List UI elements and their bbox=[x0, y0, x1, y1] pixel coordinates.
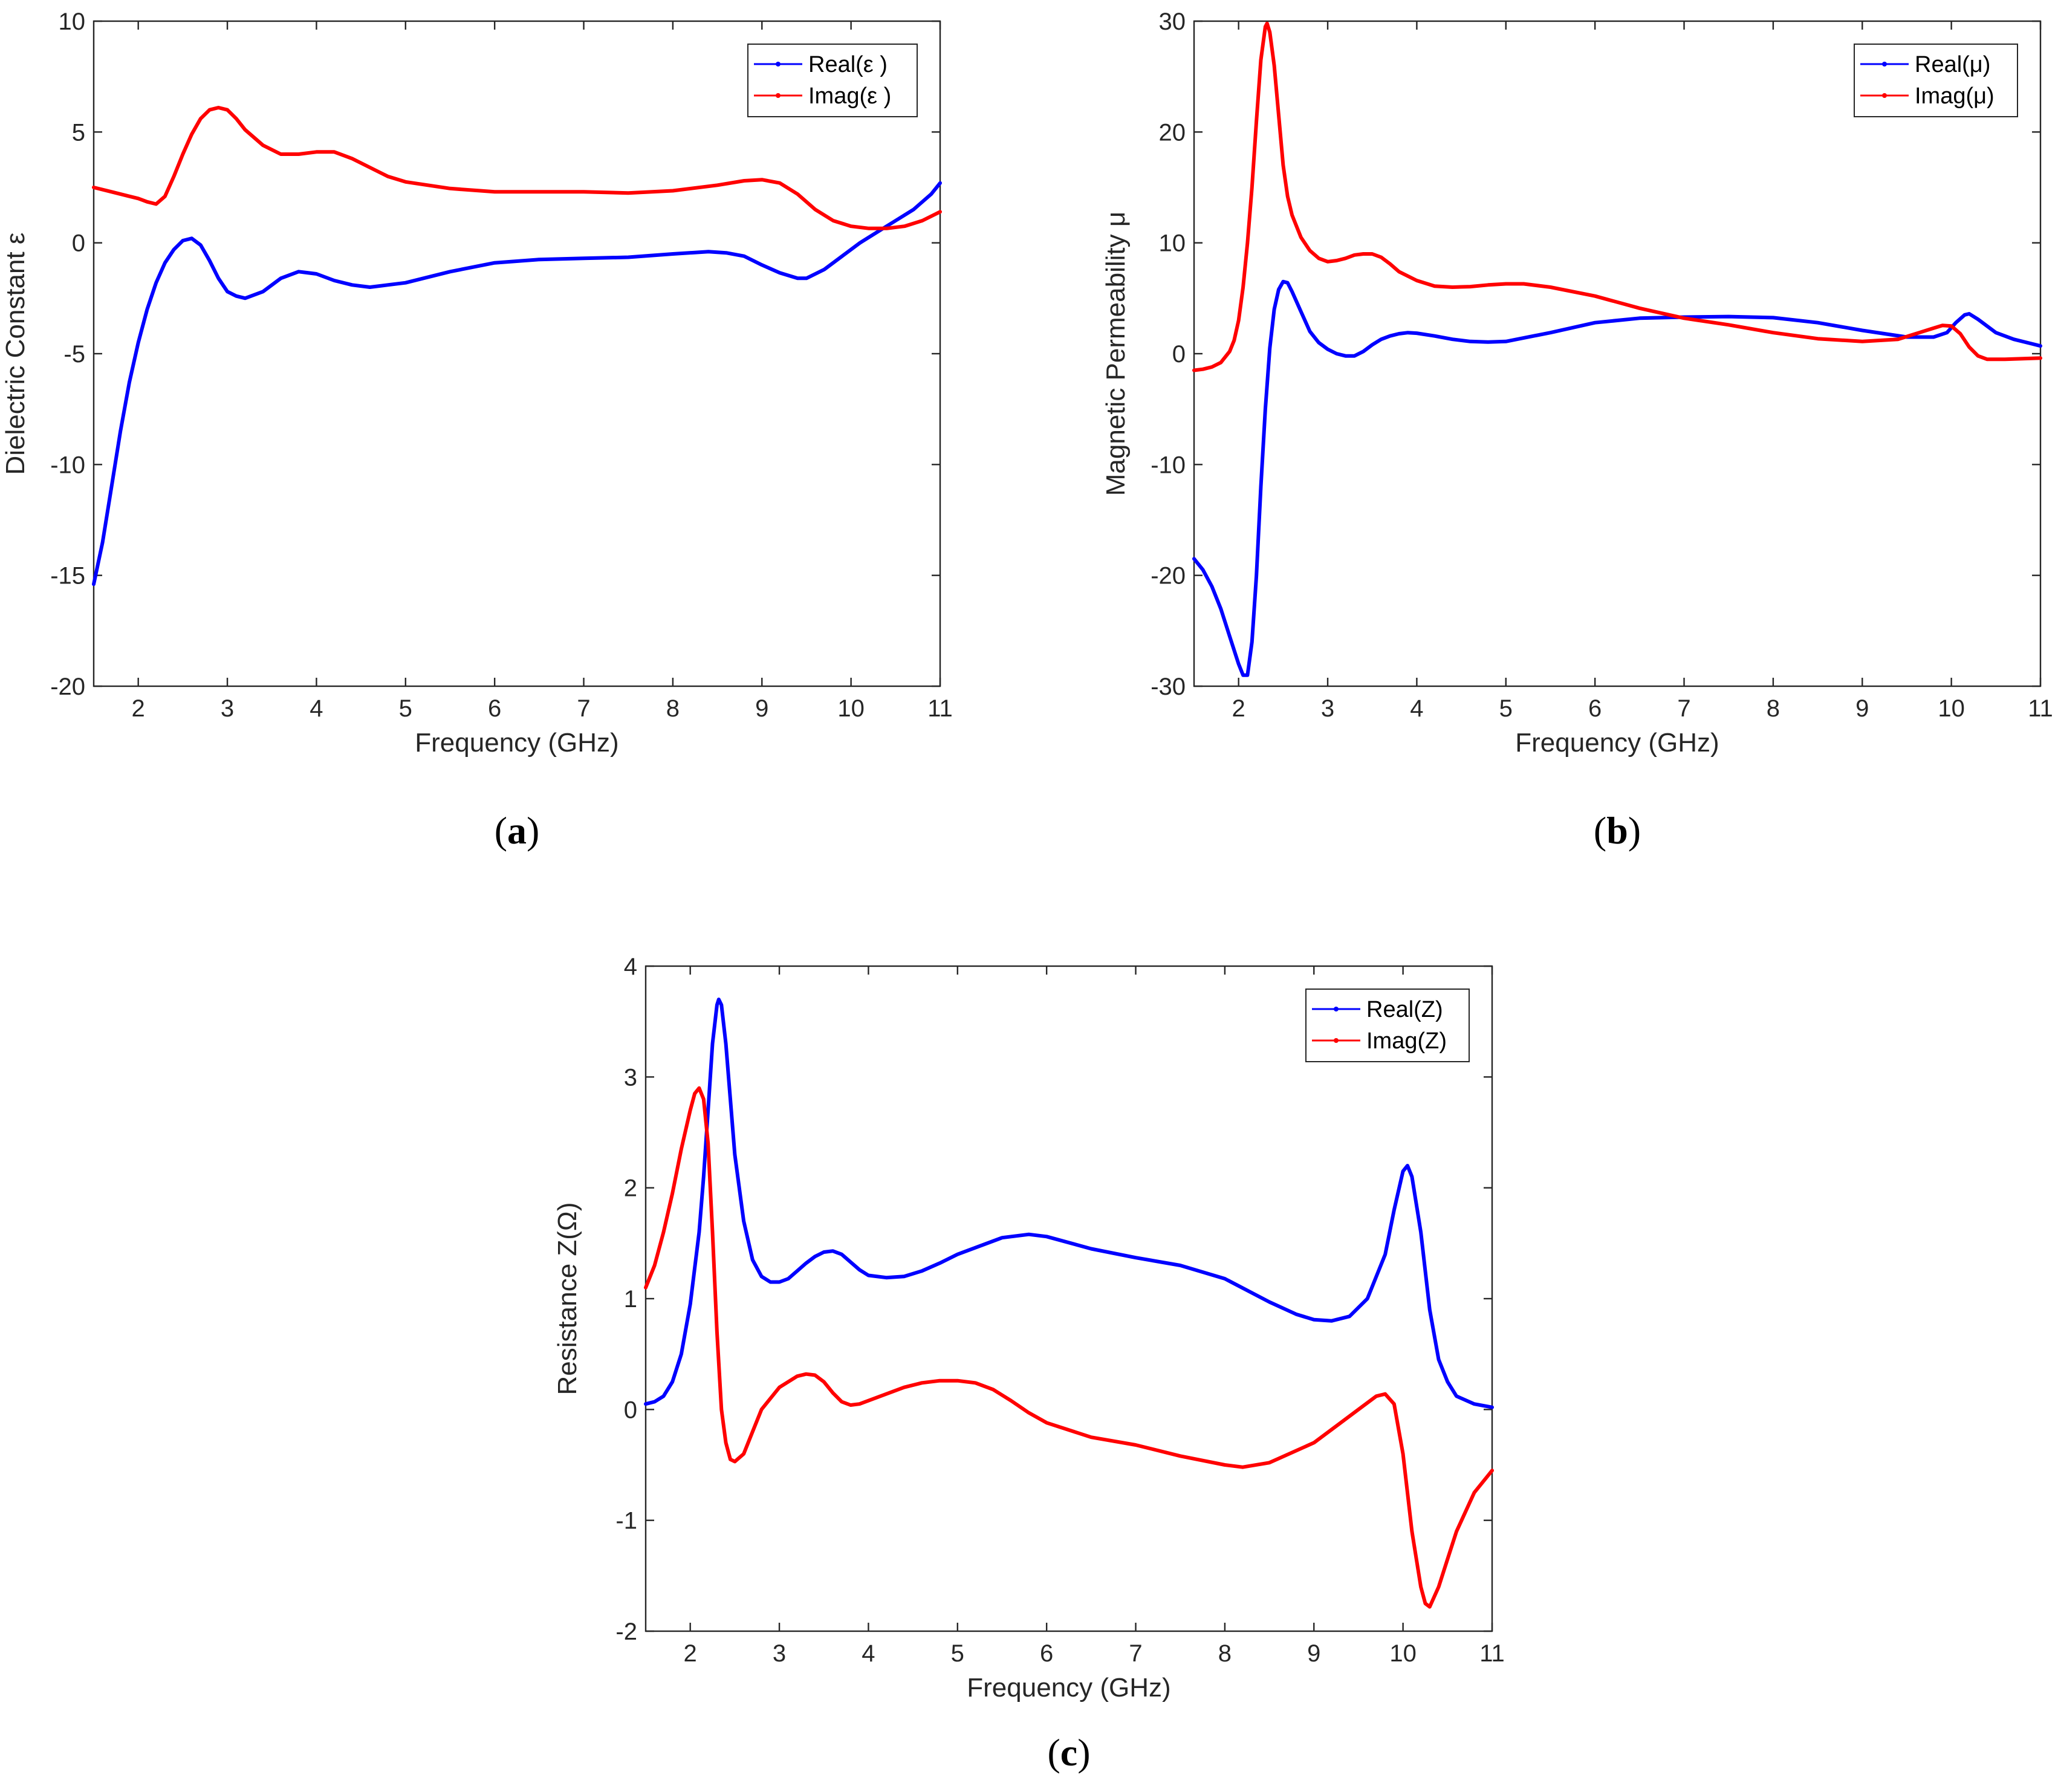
x-tick-label: 5 bbox=[1499, 695, 1513, 722]
y-tick-label: 3 bbox=[624, 1064, 637, 1091]
legend-box bbox=[1854, 44, 2018, 117]
x-tick-label: 3 bbox=[1321, 695, 1334, 722]
panel-caption: (b) bbox=[1594, 809, 1641, 852]
caption-paren: ) bbox=[527, 809, 539, 852]
y-tick-label: -2 bbox=[615, 1618, 637, 1645]
caption-paren: ) bbox=[1077, 1731, 1090, 1774]
legend-label: Imag(ε ) bbox=[808, 83, 891, 109]
series-line-imag bbox=[1192, 21, 2042, 372]
chart-panel-a: 2 3 4 5 6 7 8 9 10 11 -20 -15 -10 -5 0 5 10 Frequency (GH… bbox=[1, 8, 953, 852]
legend-label: Imag(Z) bbox=[1366, 1028, 1447, 1054]
y-tick-label: 0 bbox=[624, 1397, 637, 1423]
panel-caption: (a) bbox=[495, 809, 540, 852]
y-tick-label: -20 bbox=[50, 674, 85, 700]
y-tick-label: 1 bbox=[624, 1286, 637, 1313]
x-tick-label: 8 bbox=[1218, 1640, 1232, 1667]
x-tick-label: 5 bbox=[951, 1640, 964, 1667]
caption-paren: ) bbox=[1628, 809, 1641, 852]
caption-paren: ( bbox=[495, 809, 507, 852]
x-tick-label: 8 bbox=[1767, 695, 1780, 722]
series-line-imag bbox=[644, 1086, 1494, 1609]
x-tick-label: 11 bbox=[927, 695, 953, 722]
series-line-real bbox=[644, 998, 1494, 1409]
series-line-imag bbox=[92, 106, 942, 230]
y-tick-label: 2 bbox=[624, 1175, 637, 1202]
series-line-real bbox=[1192, 279, 2042, 677]
legend: Real(ε ) Imag(ε ) bbox=[747, 44, 918, 117]
x-tick-label: 7 bbox=[1129, 1640, 1142, 1667]
y-tick-label: 30 bbox=[1159, 8, 1186, 35]
legend-label: Real(μ) bbox=[1915, 52, 1990, 77]
series-line-real bbox=[92, 181, 942, 586]
y-tick-label: 10 bbox=[1159, 230, 1186, 257]
caption-paren: ( bbox=[1047, 1731, 1060, 1774]
legend-marker bbox=[776, 62, 781, 67]
x-tick-label: 4 bbox=[310, 695, 323, 722]
legend-box bbox=[1305, 989, 1470, 1062]
x-tick-label: 11 bbox=[2028, 695, 2053, 722]
y-axis-label: Resistance Z(Ω) bbox=[553, 1203, 582, 1395]
caption-paren: ( bbox=[1594, 809, 1606, 852]
x-tick-label: 2 bbox=[1232, 695, 1245, 722]
legend-label: Real(ε ) bbox=[808, 52, 888, 77]
caption-letter: a bbox=[507, 809, 527, 852]
x-tick-label: 7 bbox=[577, 695, 590, 722]
x-tick-label: 9 bbox=[1855, 695, 1869, 722]
y-tick-label: -5 bbox=[63, 341, 85, 368]
y-tick-label: 0 bbox=[1172, 341, 1186, 368]
caption-letter: c bbox=[1060, 1731, 1077, 1774]
x-tick-label: 6 bbox=[1588, 695, 1602, 722]
y-tick-label: 5 bbox=[72, 119, 85, 146]
y-tick-label: 20 bbox=[1159, 119, 1186, 146]
x-tick-label: 7 bbox=[1677, 695, 1690, 722]
legend: Real(Z) Imag(Z) bbox=[1305, 989, 1470, 1062]
x-tick-label: 9 bbox=[755, 695, 768, 722]
x-axis-label: Frequency (GHz) bbox=[415, 728, 618, 758]
x-tick-label: 5 bbox=[399, 695, 412, 722]
plot-area bbox=[1193, 20, 2042, 687]
x-tick-label: 2 bbox=[132, 695, 145, 722]
x-tick-label: 4 bbox=[862, 1640, 875, 1667]
x-tick-label: 6 bbox=[1040, 1640, 1053, 1667]
y-tick-label: 10 bbox=[59, 8, 86, 35]
y-tick-label: -30 bbox=[1151, 674, 1186, 700]
y-tick-label: 4 bbox=[624, 953, 637, 980]
x-tick-label: 10 bbox=[1938, 695, 1965, 722]
chart-panel-c: 2 3 4 5 6 7 8 9 10 11 -2 -1 0 1 2 3 4 Frequency (GHz) Resi… bbox=[553, 953, 1505, 1774]
legend-marker bbox=[1882, 62, 1887, 67]
x-axis-label: Frequency (GHz) bbox=[967, 1673, 1170, 1703]
x-tick-label: 6 bbox=[488, 695, 501, 722]
panel-caption: (c) bbox=[1047, 1731, 1090, 1774]
caption-letter: b bbox=[1606, 809, 1628, 852]
x-tick-label: 10 bbox=[837, 695, 865, 722]
legend-label: Real(Z) bbox=[1366, 997, 1443, 1022]
legend-box bbox=[747, 44, 918, 117]
legend-marker bbox=[1334, 1007, 1339, 1011]
y-axis-label: Magnetic Permeability μ bbox=[1101, 212, 1131, 496]
y-tick-label: -10 bbox=[1151, 452, 1186, 478]
x-axis-label: Frequency (GHz) bbox=[1515, 728, 1719, 758]
legend-label: Imag(μ) bbox=[1915, 83, 1995, 109]
x-tick-label: 9 bbox=[1307, 1640, 1320, 1667]
x-tick-label: 3 bbox=[221, 695, 234, 722]
x-tick-label: 2 bbox=[684, 1640, 697, 1667]
y-tick-label: -15 bbox=[50, 563, 85, 589]
y-tick-label: -20 bbox=[1151, 563, 1186, 589]
y-tick-label: 0 bbox=[72, 230, 85, 257]
legend: Real(μ) Imag(μ) bbox=[1854, 44, 2018, 117]
legend-marker bbox=[1882, 93, 1887, 98]
legend-marker bbox=[776, 93, 781, 98]
x-tick-label: 10 bbox=[1389, 1640, 1417, 1667]
legend-marker bbox=[1334, 1038, 1339, 1043]
y-axis-label: Dielectric Constant ε bbox=[1, 232, 30, 475]
x-tick-label: 3 bbox=[773, 1640, 786, 1667]
y-tick-label: -1 bbox=[615, 1508, 637, 1534]
plot-area bbox=[93, 20, 941, 687]
chart-panel-b: 2 3 4 5 6 7 8 9 10 11 -30 -20 -10 0 10 20 30 Frequency (G… bbox=[1101, 8, 2053, 852]
x-tick-label: 11 bbox=[1479, 1640, 1505, 1667]
x-tick-label: 8 bbox=[666, 695, 680, 722]
y-tick-label: -10 bbox=[50, 452, 85, 478]
x-tick-label: 4 bbox=[1410, 695, 1423, 722]
